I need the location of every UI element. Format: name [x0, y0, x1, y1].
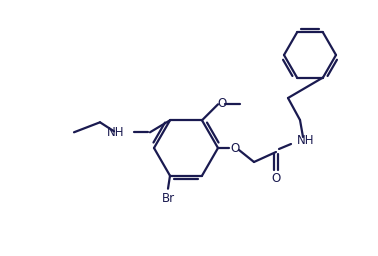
Text: O: O — [217, 97, 227, 110]
Text: O: O — [271, 172, 280, 185]
Text: O: O — [230, 142, 240, 155]
Text: NH: NH — [107, 126, 124, 139]
Text: Br: Br — [161, 192, 175, 205]
Text: NH: NH — [297, 133, 314, 146]
